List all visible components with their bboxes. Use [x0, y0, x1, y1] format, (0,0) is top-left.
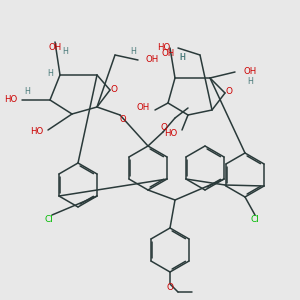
Text: HO: HO	[164, 128, 177, 137]
Text: H: H	[47, 68, 53, 77]
Text: H: H	[130, 46, 136, 56]
Text: H: H	[62, 47, 68, 56]
Text: OH: OH	[146, 56, 159, 64]
Text: O: O	[167, 283, 173, 292]
Text: HO: HO	[30, 128, 43, 136]
Text: OH: OH	[243, 68, 256, 76]
Text: HO: HO	[157, 44, 170, 52]
Text: O: O	[120, 115, 126, 124]
Text: H: H	[179, 53, 185, 62]
Text: HO: HO	[4, 95, 17, 104]
Text: OH: OH	[137, 103, 150, 112]
Text: OH: OH	[161, 50, 175, 58]
Text: H: H	[179, 52, 185, 62]
Text: O: O	[110, 85, 118, 94]
Text: OH: OH	[48, 44, 62, 52]
Text: H: H	[24, 86, 30, 95]
Text: O: O	[160, 122, 167, 131]
Text: H: H	[247, 76, 253, 85]
Text: Cl: Cl	[250, 215, 260, 224]
Text: O: O	[226, 88, 232, 97]
Text: Cl: Cl	[45, 215, 53, 224]
